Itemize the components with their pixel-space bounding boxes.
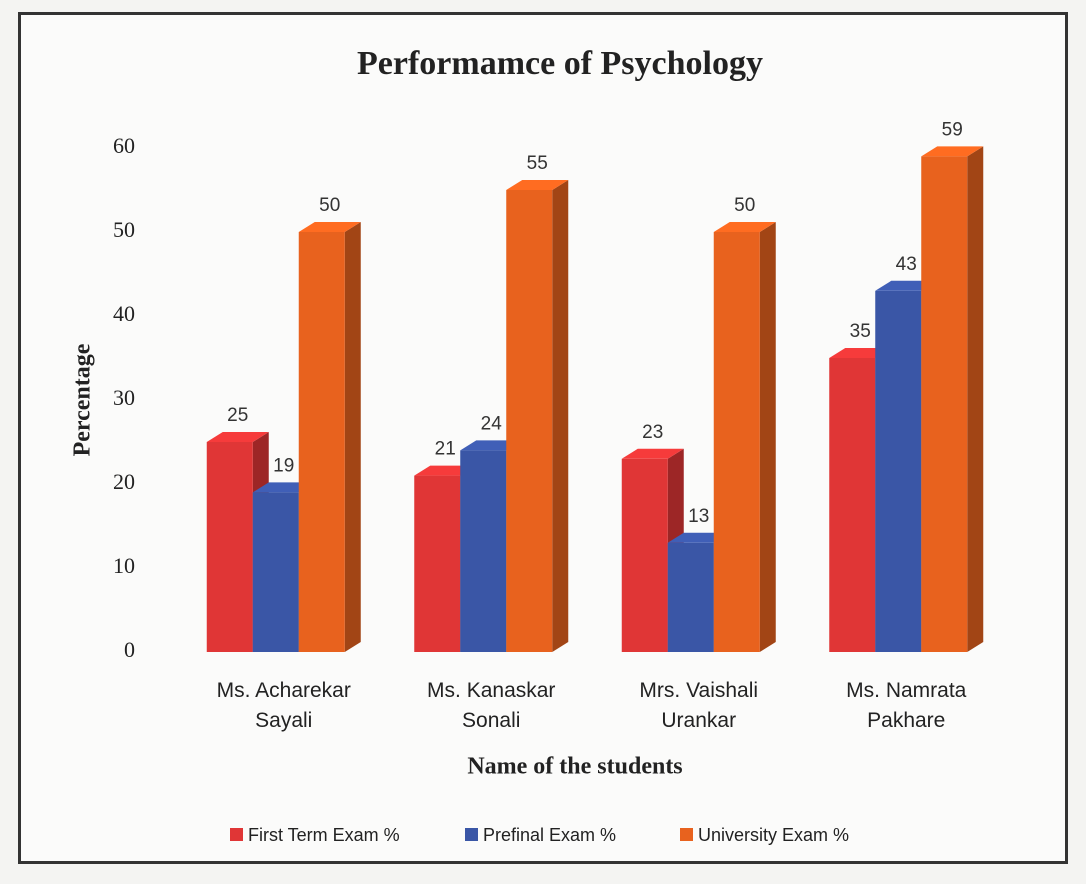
bar (460, 450, 507, 652)
y-tick-label: 60 (113, 133, 135, 158)
y-tick-label: 10 (113, 553, 135, 578)
bar (921, 156, 968, 652)
legend-swatch (680, 828, 693, 841)
bar-top (921, 146, 984, 157)
bar (829, 358, 876, 652)
bar-top (713, 222, 776, 232)
y-tick-label: 0 (124, 637, 135, 662)
data-label: 21 (435, 439, 456, 460)
bar (298, 232, 345, 652)
bar (414, 475, 461, 652)
data-label: 25 (227, 405, 248, 426)
y-tick-label: 40 (113, 301, 135, 326)
bar-side (552, 180, 569, 652)
data-label: 23 (642, 422, 663, 443)
x-tick-label: Ms. Acharekar Sayali (216, 679, 351, 732)
y-tick-label: 20 (113, 469, 135, 494)
bar (252, 492, 299, 652)
chart-title: Performamce of Psychology (357, 45, 763, 82)
legend-swatch (230, 828, 243, 841)
bar-top (506, 180, 569, 190)
bar-side (344, 222, 361, 652)
bar (713, 232, 760, 652)
data-label: 19 (273, 455, 294, 476)
legend-label: Prefinal Exam % (483, 825, 616, 845)
y-tick-label: 50 (113, 217, 135, 242)
x-tick-label: Ms. Namrata Pakhare (846, 679, 967, 732)
bar (667, 542, 714, 652)
y-tick-label: 30 (113, 385, 135, 410)
data-label: 24 (481, 413, 503, 434)
data-label: 35 (850, 321, 871, 342)
bar (206, 442, 253, 652)
data-label: 50 (734, 195, 755, 216)
x-tick-label: Ms. Kanaskar Sonali (427, 679, 556, 732)
legend-swatch (465, 828, 478, 841)
bar-top (206, 432, 269, 442)
bar-top (298, 222, 361, 232)
data-label: 13 (688, 506, 709, 527)
y-axis-label: Percentage (70, 343, 96, 456)
legend-label: First Term Exam % (248, 825, 400, 845)
data-label: 55 (527, 153, 548, 174)
x-axis-label: Name of the students (467, 754, 682, 780)
legend-label: University Exam % (698, 825, 849, 845)
bar (506, 190, 553, 652)
data-label: 59 (942, 119, 963, 140)
data-label: 50 (319, 195, 340, 216)
bar-side (967, 146, 984, 652)
x-tick-label: Mrs. Vaishali Urankar (639, 679, 759, 732)
bar-top (621, 448, 684, 459)
bar (621, 458, 668, 652)
data-label: 43 (896, 254, 917, 275)
bar (875, 290, 922, 652)
bar-side (759, 222, 776, 652)
